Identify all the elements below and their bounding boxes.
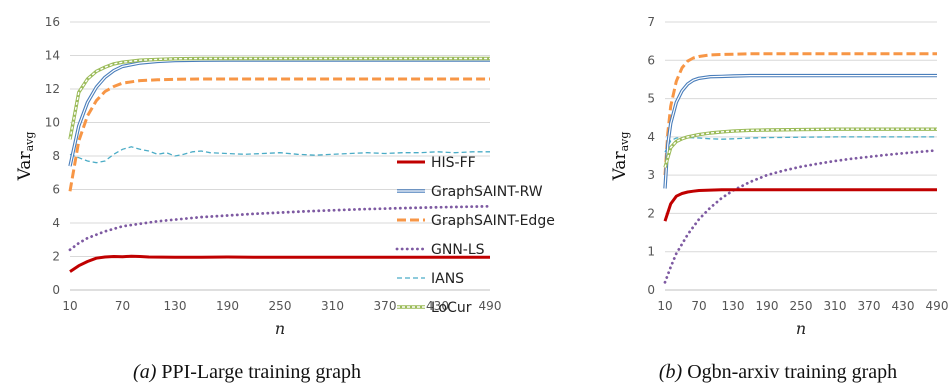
- panel-a-x-axis-label: n: [275, 319, 285, 338]
- panel-a-series-graphsaint-rw: [68, 58, 490, 167]
- panel-b-ytick-label: 6: [647, 53, 655, 67]
- legend-item-graphsaint-edge-label: GraphSAINT-Edge: [431, 213, 555, 229]
- panel-b-y-axis-label: Varavg: [610, 132, 631, 182]
- panel-a-series-graphsaint-rw-inner: [69, 59, 490, 167]
- legend: HIS-FF GraphSAINT-RW GraphSAINT-Edge GNN-LS…: [395, 155, 555, 316]
- panel-a-ytick-label: 12: [45, 82, 60, 96]
- panel-a-y-axis-label: Varavg: [15, 132, 36, 182]
- panel-a-ytick-label: 16: [45, 15, 60, 29]
- panel-b-xtick-label: 250: [790, 299, 813, 313]
- panel-a-series-locur-inner: [69, 57, 490, 140]
- caption-b: (b) Ogbn-arxiv training graph: [659, 361, 897, 383]
- panel-b-xtick-label: 190: [756, 299, 779, 313]
- panel-a-xtick-label: 70: [115, 299, 130, 313]
- panel-a-ytick-label: 6: [52, 183, 60, 197]
- panel-a-xtick-label: 490: [479, 299, 502, 313]
- panel-b-y-axis-label-sub: avg: [618, 132, 631, 152]
- panel-b-series-gnn-ls: [663, 148, 939, 284]
- panel-b-ytick-label: 7: [647, 15, 655, 29]
- chart-panel-a: 0 2 4 6 8 10 12 14 16 10 70 130 190 250 310 370 430 490 n V…: [15, 15, 501, 338]
- panel-b-series-ians: [664, 136, 937, 153]
- caption-b-tag: (b): [659, 361, 683, 383]
- legend-item-ians-label: IANS: [431, 271, 464, 287]
- panel-b-xtick-label: 430: [892, 299, 915, 313]
- legend-item-gnn-ls-label: GNN-LS: [431, 242, 485, 258]
- panel-a-series-locur: [68, 56, 490, 140]
- panel-b-ytick-label: 1: [647, 245, 655, 259]
- panel-b-x-axis-label: n: [796, 319, 806, 338]
- panel-b-ytick-label: 2: [647, 206, 655, 220]
- panel-b-series-his-ff: [663, 188, 937, 222]
- panel-a-ytick-label: 2: [52, 250, 60, 264]
- panel-b-xtick-label: 70: [691, 299, 706, 313]
- panel-a-ytick-label: 8: [52, 149, 60, 163]
- panel-a-series-his-ff: [69, 254, 490, 273]
- panel-a-series-graphsaint-edge: [68, 77, 490, 192]
- caption-a-text: PPI-Large training graph: [156, 361, 361, 383]
- panel-b-series-locur: [663, 127, 937, 168]
- panel-a-xtick-label: 10: [62, 299, 77, 313]
- panel-b-ytick-label: 5: [647, 92, 655, 106]
- panel-b-ytick-label: 0: [647, 283, 655, 297]
- chart-panel-b: 0 1 2 3 4 5 6 7 10 70 130 190 250 310 370 430 490 n Varavg: [610, 15, 948, 338]
- panel-a-y-axis-label-sub: avg: [23, 132, 36, 152]
- legend-item-graphsaint-rw-label: GraphSAINT-RW: [431, 184, 543, 200]
- legend-item-his-ff-label: HIS-FF: [431, 155, 476, 171]
- panel-a-ytick-label: 4: [52, 216, 60, 230]
- panel-a-y-axis-label-main: Var: [15, 151, 35, 182]
- caption-b-text: Ogbn-arxiv training graph: [682, 361, 897, 383]
- panel-b-xtick-label: 370: [858, 299, 881, 313]
- panel-a-series-ians: [69, 146, 490, 164]
- panel-b-ytick-label: 4: [647, 130, 655, 144]
- panel-a-xtick-label: 130: [164, 299, 187, 313]
- panel-b-series-graphsaint-rw-inner: [664, 75, 937, 189]
- panel-a-xtick-label: 370: [374, 299, 397, 313]
- caption-a: (a) PPI-Large training graph: [133, 361, 361, 383]
- panel-a-ytick-label: 10: [45, 116, 60, 130]
- panel-a-ytick-label: 14: [45, 49, 60, 63]
- panel-b-series-locur-inner: [664, 128, 937, 168]
- panel-a-xtick-label: 250: [269, 299, 292, 313]
- panel-a-ytick-label: 0: [52, 283, 60, 297]
- panel-b-series-graphsaint-edge: [663, 52, 937, 176]
- panel-a-xtick-label: 310: [321, 299, 344, 313]
- caption-a-tag: (a): [133, 361, 157, 383]
- panel-b-y-axis-label-main: Var: [610, 151, 630, 182]
- panel-b-ytick-label: 3: [647, 168, 655, 182]
- panel-a-series-gnn-ls: [68, 204, 492, 252]
- legend-item-locur-label: LoCur: [431, 300, 472, 316]
- panel-b-xtick-label: 10: [657, 299, 672, 313]
- panel-b-xtick-label: 310: [824, 299, 847, 313]
- panel-b-xtick-label: 130: [722, 299, 745, 313]
- panel-a-xtick-label: 190: [216, 299, 239, 313]
- panel-b-xtick-label: 490: [926, 299, 949, 313]
- panel-a-xtick-label: 430: [426, 299, 449, 313]
